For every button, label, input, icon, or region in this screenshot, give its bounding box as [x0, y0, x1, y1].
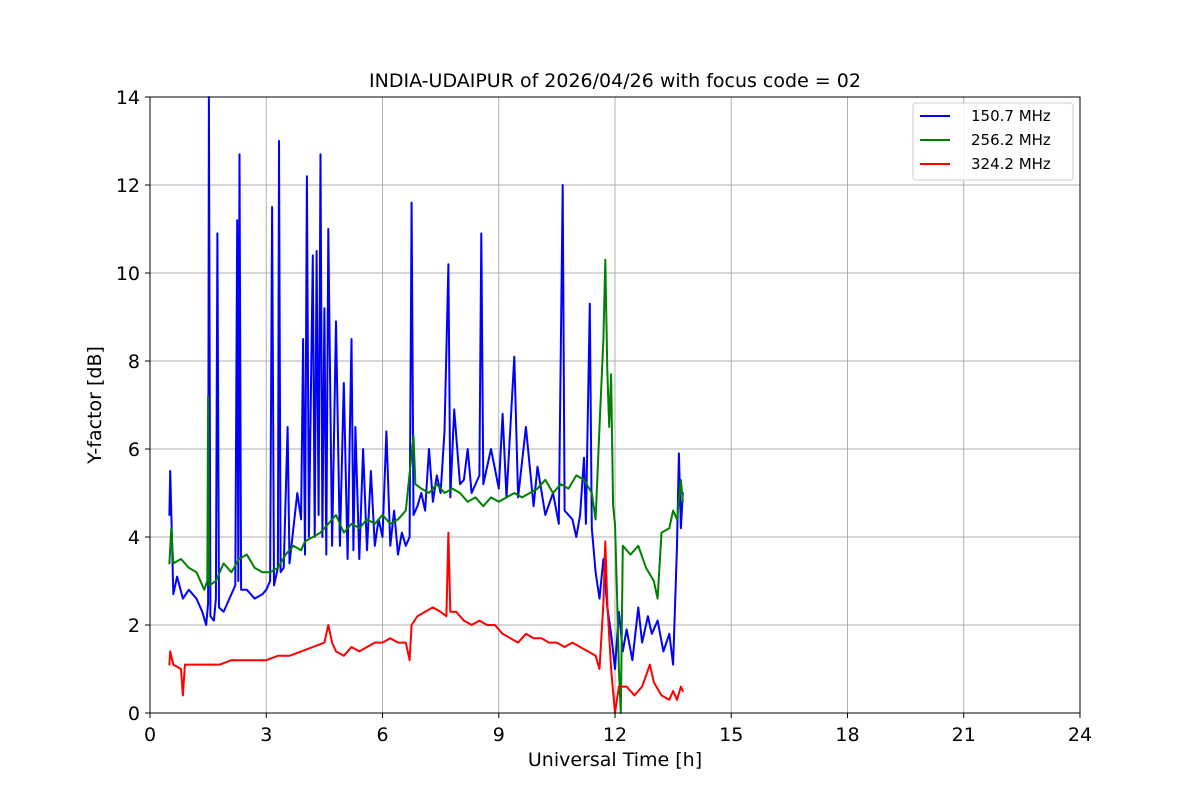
legend-label-series-1: 150.7 MHz	[971, 107, 1051, 125]
y-axis-ticks: 0 2 4 6 8 10 12 14	[116, 87, 150, 725]
y-axis-label: Y-factor [dB]	[84, 346, 106, 465]
x-tick-label: 24	[1068, 724, 1092, 746]
series-line-3	[168, 531, 684, 714]
x-axis-ticks: 0 3 6 9 12 15 18 21 24	[144, 713, 1092, 746]
legend-label-series-3: 324.2 MHz	[971, 155, 1051, 173]
x-tick-label: 3	[260, 724, 272, 746]
y-tick-label: 12	[116, 175, 140, 197]
legend-box	[912, 102, 1074, 181]
y-tick-label: 4	[128, 527, 140, 549]
y-tick-label: 0	[128, 703, 140, 725]
series-line-1	[168, 96, 684, 670]
y-tick-label: 6	[128, 439, 140, 461]
x-tick-label: 15	[719, 724, 743, 746]
x-tick-label: 18	[835, 724, 859, 746]
x-tick-label: 6	[376, 724, 388, 746]
legend-label-series-2: 256.2 MHz	[971, 131, 1051, 149]
x-tick-label: 12	[603, 724, 627, 746]
series-line-2	[168, 258, 684, 714]
chart-title: INDIA-UDAIPUR of 2026/04/26 with focus c…	[369, 70, 861, 92]
x-tick-label: 21	[952, 724, 976, 746]
y-tick-label: 10	[116, 263, 140, 285]
y-tick-label: 2	[128, 615, 140, 637]
x-tick-label: 0	[144, 724, 156, 746]
x-tick-label: 9	[493, 724, 505, 746]
y-tick-label: 14	[116, 87, 140, 109]
series-layer	[168, 96, 684, 714]
y-tick-label: 8	[128, 351, 140, 373]
x-axis-label: Universal Time [h]	[528, 749, 702, 771]
plot-area	[149, 96, 1081, 714]
legend: 150.7 MHz 256.2 MHz 324.2 MHz	[912, 102, 1074, 181]
